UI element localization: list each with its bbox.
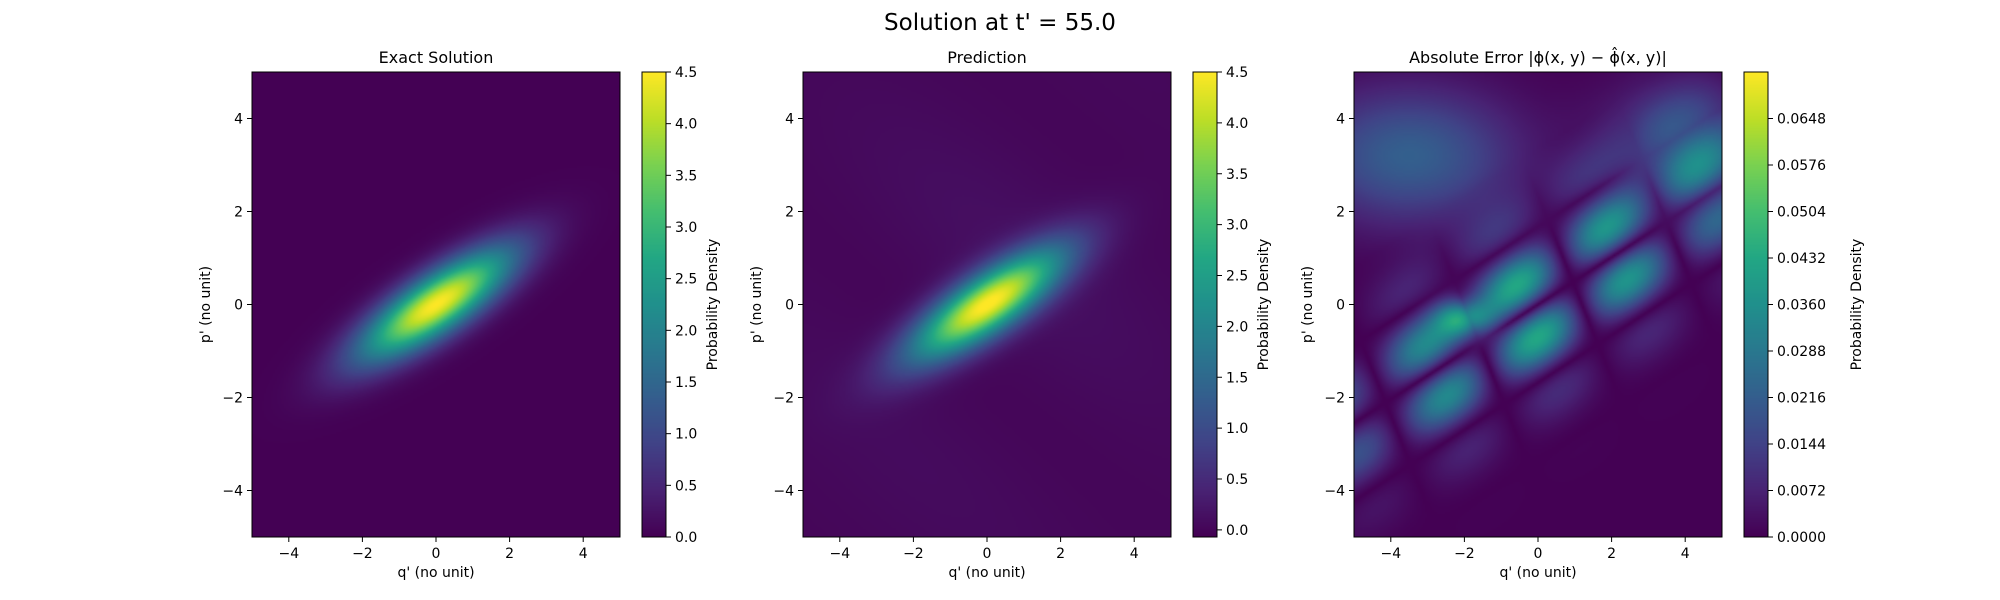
colorbar-tick-label: 4.5 <box>675 65 697 81</box>
x-axis-label: q' (no unit) <box>948 565 1025 581</box>
colorbar-tick-label: 0.0 <box>1226 523 1248 539</box>
x-axis-label: q' (no unit) <box>397 565 474 581</box>
colorbar-label: Probability Density <box>1849 239 1865 371</box>
colorbar-tick-label: 0.5 <box>1226 472 1248 488</box>
colorbar-tick-label: 1.0 <box>1226 421 1248 437</box>
colorbar-frame <box>641 71 667 538</box>
x-tick-label: 4 <box>1130 546 1139 562</box>
colorbar-tick-label: 0.0072 <box>1777 484 1826 500</box>
y-tick-label: −4 <box>222 484 243 500</box>
colorbar-tick-label: 0.0288 <box>1777 344 1826 360</box>
colorbar-tick-label: 2.5 <box>1226 269 1248 285</box>
y-tick-label: 4 <box>234 112 243 128</box>
colorbar-tick-label: 0.0432 <box>1777 251 1826 267</box>
x-tick-label: 4 <box>1681 546 1690 562</box>
colorbar-tick-label: 3.0 <box>675 220 697 236</box>
x-tick-label: −2 <box>1454 546 1475 562</box>
heatmap-image <box>803 72 1171 537</box>
colorbar-tick-label: 1.5 <box>675 375 697 391</box>
x-tick-label: 2 <box>1607 546 1616 562</box>
panel-title: Exact Solution <box>379 48 494 67</box>
colorbar-tick-label: 4.0 <box>675 117 697 133</box>
x-tick-label: 2 <box>1056 546 1065 562</box>
colorbar-tick-label: 0.0144 <box>1777 437 1826 453</box>
x-tick-label: 0 <box>1534 546 1543 562</box>
colorbar-tick-label: 0.0648 <box>1777 112 1826 128</box>
x-tick-label: 2 <box>505 546 514 562</box>
colorbar-frame <box>1192 71 1218 538</box>
colorbar <box>1744 72 1768 537</box>
colorbar-tick-label: 1.5 <box>1226 370 1248 386</box>
x-tick-label: −4 <box>278 546 299 562</box>
y-tick-label: 2 <box>234 205 243 221</box>
colorbar-tick-label: 0.0 <box>675 530 697 546</box>
panel-title: Prediction <box>947 48 1026 67</box>
heatmap-image <box>1354 72 1722 537</box>
y-axis-label: p' (no unit) <box>1300 266 1316 343</box>
x-axis-label: q' (no unit) <box>1499 565 1576 581</box>
panel-3: Absolute Error |ϕ(x, y) − ϕ̂(x, y)| −4 −2 0… <box>1300 47 1865 581</box>
y-tick-label: 0 <box>1336 298 1345 314</box>
colorbar-tick-label: 0.0360 <box>1777 298 1826 314</box>
panel-title: Absolute Error |ϕ(x, y) − ϕ̂(x, y)| <box>1409 47 1667 67</box>
y-axis-label: p' (no unit) <box>749 266 765 343</box>
y-tick-label: 4 <box>785 112 794 128</box>
panel-1: Exact Solution −4 −2 0 2 4 −4 −2 0 2 4 q' (no unit)… <box>198 48 721 581</box>
x-tick-label: −4 <box>1380 546 1401 562</box>
heatmap-image <box>252 72 620 537</box>
y-tick-label: 2 <box>785 205 794 221</box>
y-tick-label: −2 <box>773 391 794 407</box>
colorbar-tick-label: 0.0576 <box>1777 158 1826 174</box>
x-tick-label: 0 <box>983 546 992 562</box>
figure-suptitle: Solution at t' = 55.0 <box>884 10 1116 36</box>
colorbar <box>642 72 666 537</box>
y-tick-label: 2 <box>1336 205 1345 221</box>
colorbar-tick-label: 4.5 <box>1226 65 1248 81</box>
colorbar-tick-label: 4.0 <box>1226 116 1248 132</box>
x-tick-label: −4 <box>829 546 850 562</box>
colorbar-tick-label: 3.0 <box>1226 218 1248 234</box>
panel-2: Prediction −4 −2 0 2 4 −4 −2 0 2 4 q' (no unit) p' (… <box>749 48 1272 581</box>
x-tick-label: −2 <box>903 546 924 562</box>
x-tick-label: 0 <box>432 546 441 562</box>
colorbar-tick-label: 0.5 <box>675 478 697 494</box>
colorbar-tick-label: 2.5 <box>675 272 697 288</box>
y-axis-label: p' (no unit) <box>198 266 214 343</box>
y-tick-label: 0 <box>785 298 794 314</box>
colorbar-tick-label: 1.0 <box>675 427 697 443</box>
colorbar-tick-label: 0.0504 <box>1777 205 1826 221</box>
y-tick-label: −2 <box>1324 391 1345 407</box>
y-tick-label: 4 <box>1336 112 1345 128</box>
colorbar-tick-label: 2.0 <box>675 323 697 339</box>
y-tick-label: −4 <box>1324 484 1345 500</box>
colorbar-label: Probability Density <box>705 239 721 371</box>
y-tick-label: −2 <box>222 391 243 407</box>
y-tick-label: −4 <box>773 484 794 500</box>
x-tick-label: 4 <box>579 546 588 562</box>
colorbar-tick-label: 2.0 <box>1226 319 1248 335</box>
colorbar-label: Probability Density <box>1256 239 1272 371</box>
colorbar-tick-label: 0.0216 <box>1777 391 1826 407</box>
colorbar-tick-label: 3.5 <box>675 168 697 184</box>
x-tick-label: −2 <box>352 546 373 562</box>
colorbar-tick-label: 0.0000 <box>1777 530 1826 546</box>
y-tick-label: 0 <box>234 298 243 314</box>
colorbar <box>1193 72 1217 537</box>
colorbar-tick-label: 3.5 <box>1226 167 1248 183</box>
